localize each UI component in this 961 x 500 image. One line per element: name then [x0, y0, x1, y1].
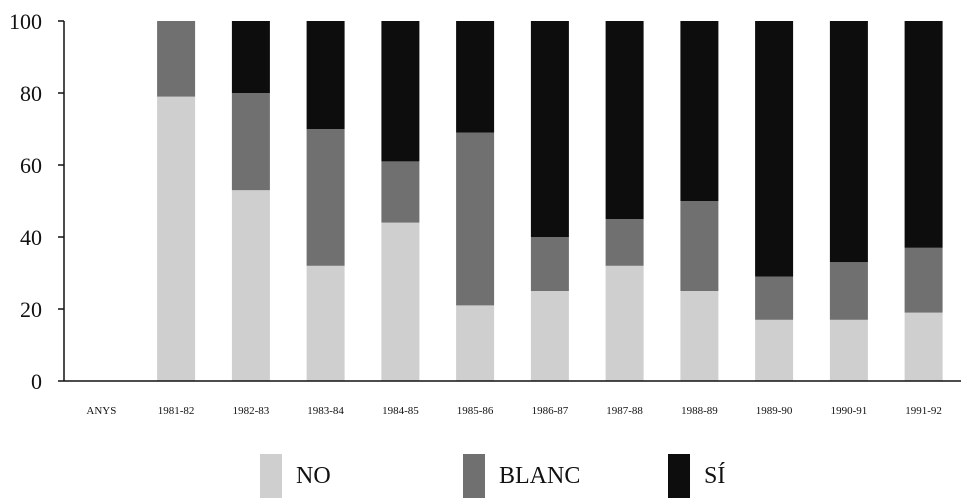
bar-s-1985-86	[456, 21, 495, 133]
x-tick-label: 1990-91	[831, 405, 868, 417]
x-tick-label: 1982-83	[233, 405, 270, 417]
x-tick-label: 1985-86	[457, 405, 494, 417]
bar-s-1988-89	[680, 21, 719, 201]
y-tick-label: 100	[9, 9, 42, 34]
x-tick-label: 1981-82	[158, 405, 195, 417]
bar-no-1984-85	[381, 222, 420, 381]
bar-blanc-1991-92	[904, 247, 943, 313]
bar-s-1986-87	[530, 21, 569, 237]
bar-no-1986-87	[530, 291, 569, 381]
legend-item-no: NO	[260, 452, 331, 500]
bar-s-1982-83	[231, 21, 270, 93]
x-tick-label: 1991-92	[905, 405, 942, 417]
bar-blanc-1982-83	[231, 93, 270, 191]
bar-blanc-1985-86	[456, 132, 495, 306]
bar-s-1984-85	[381, 21, 420, 162]
stacked-bar-chart: 0 20 40 60 80 100 ANYS 1981-82 1982-83 1983-84 19…	[9, 9, 961, 417]
bar-blanc-1986-87	[530, 237, 569, 291]
bars-group	[157, 21, 943, 381]
bar-blanc-1981-82	[157, 21, 196, 97]
bar-no-1990-91	[829, 319, 868, 381]
x-tick-label: 1983-84	[307, 405, 344, 417]
x-tick-label: ANYS	[86, 405, 116, 417]
bar-blanc-1989-90	[755, 276, 794, 320]
legend-item-si: SÍ	[668, 452, 725, 500]
y-tick-labels: 0 20 40 60 80 100	[9, 9, 42, 394]
bar-no-1983-84	[306, 265, 345, 381]
y-tick-label: 40	[20, 225, 42, 250]
bar-blanc-1990-91	[829, 262, 868, 320]
x-tick-label: 1987-88	[606, 405, 643, 417]
bar-s-1989-90	[755, 21, 794, 277]
bar-no-1982-83	[231, 190, 270, 381]
bar-no-1989-90	[755, 319, 794, 381]
bar-no-1981-82	[157, 96, 196, 381]
x-tick-label: 1988-89	[681, 405, 718, 417]
bar-blanc-1987-88	[605, 219, 644, 266]
bar-no-1988-89	[680, 291, 719, 381]
legend-label-blanc: BLANC	[499, 462, 581, 489]
bar-no-1991-92	[904, 312, 943, 381]
legend: NO BLANC SÍ	[0, 452, 961, 500]
axes-group	[58, 20, 961, 382]
y-tick-label: 20	[20, 297, 42, 322]
legend-swatch-no	[260, 454, 282, 498]
y-tick-label: 0	[31, 369, 42, 394]
bar-blanc-1988-89	[680, 201, 719, 291]
bar-s-1983-84	[306, 21, 345, 129]
bar-s-1987-88	[605, 21, 644, 219]
x-tick-labels: ANYS 1981-82 1982-83 1983-84 1984-85 1985-86 1…	[86, 405, 942, 417]
bar-blanc-1984-85	[381, 161, 420, 223]
bar-no-1987-88	[605, 265, 644, 381]
x-tick-label: 1986-87	[532, 405, 569, 417]
bar-s-1991-92	[904, 21, 943, 248]
y-tick-label: 60	[20, 153, 42, 178]
legend-swatch-si	[668, 454, 690, 498]
bar-no-1985-86	[456, 305, 495, 381]
x-tick-label: 1989-90	[756, 405, 793, 417]
legend-label-si: SÍ	[704, 462, 726, 489]
y-tick-label: 80	[20, 81, 42, 106]
legend-item-blanc: BLANC	[463, 452, 580, 500]
x-tick-label: 1984-85	[382, 405, 419, 417]
legend-swatch-blanc	[463, 454, 485, 498]
bar-blanc-1983-84	[306, 129, 345, 266]
bar-s-1990-91	[829, 21, 868, 263]
legend-label-no: NO	[296, 462, 331, 489]
